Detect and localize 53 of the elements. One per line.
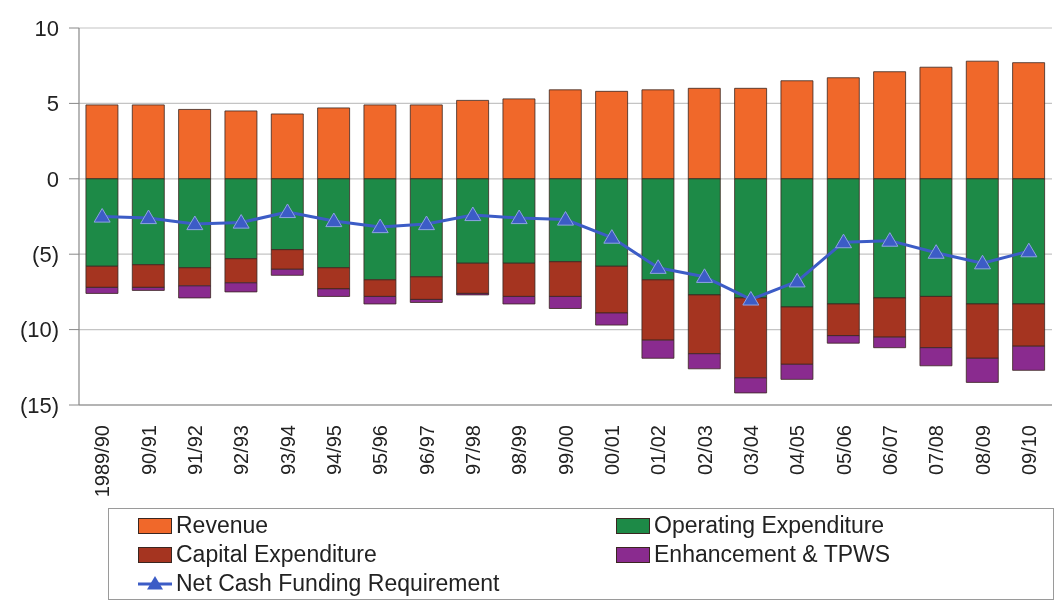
x-tick-label: 98/99 <box>508 425 531 476</box>
y-tick-label: 0 <box>46 166 59 192</box>
y-tick-label: 10 <box>34 15 59 41</box>
x-tick-label: 96/97 <box>415 425 438 476</box>
point <box>557 211 574 226</box>
y-tick-label: (15) <box>19 392 59 418</box>
point <box>649 259 667 274</box>
point <box>788 272 806 288</box>
point <box>510 209 528 225</box>
point <box>186 215 204 231</box>
y-tick-label: 5 <box>46 91 59 117</box>
x-tick-label: 05/06 <box>832 425 855 476</box>
x-tick-label: 91/92 <box>183 425 206 476</box>
legend-label: Enhancement & TPWS <box>654 541 891 568</box>
legend-label: Capital Expenditure <box>176 541 377 568</box>
point <box>974 254 991 270</box>
x-tick-label: 07/08 <box>925 425 948 476</box>
x-tick-label: 95/96 <box>369 425 392 476</box>
point <box>279 203 296 219</box>
point <box>603 229 621 244</box>
point <box>418 215 435 231</box>
x-tick-label: 00/01 <box>600 425 623 476</box>
x-tick-label: 90/91 <box>137 425 160 476</box>
x-tick-label: 94/95 <box>322 425 345 476</box>
x-tick-label: 09/10 <box>1017 425 1040 476</box>
x-tick-label: 92/93 <box>230 425 253 476</box>
x-tick-label: 04/05 <box>786 425 809 476</box>
point <box>232 214 250 229</box>
point <box>1020 242 1038 258</box>
point <box>881 232 899 247</box>
point <box>93 208 111 223</box>
x-tick-label: 03/04 <box>739 425 762 476</box>
point <box>742 290 760 306</box>
point <box>835 233 852 249</box>
y-tick-label: (10) <box>19 317 59 343</box>
legend-label: Net Cash Funding Requirement <box>176 570 500 597</box>
x-tick-label: 08/09 <box>971 425 994 476</box>
y-tick-label: (5) <box>32 242 59 268</box>
x-tick-label: 99/00 <box>554 425 577 476</box>
x-tick-label: 1989/90 <box>91 425 114 498</box>
x-tick-label: 01/02 <box>647 425 670 476</box>
point <box>464 206 482 222</box>
legend-label: Revenue <box>176 512 269 539</box>
point <box>325 212 343 228</box>
x-tick-label: 93/94 <box>276 425 299 476</box>
legend-label: Operating Expenditure <box>654 512 885 539</box>
point <box>927 244 945 259</box>
x-tick-label: 02/03 <box>693 425 716 476</box>
x-tick-label: 97/98 <box>461 425 484 476</box>
point <box>371 218 389 234</box>
x-tick-label: 06/07 <box>878 425 901 476</box>
point <box>140 209 157 225</box>
point <box>696 268 713 283</box>
